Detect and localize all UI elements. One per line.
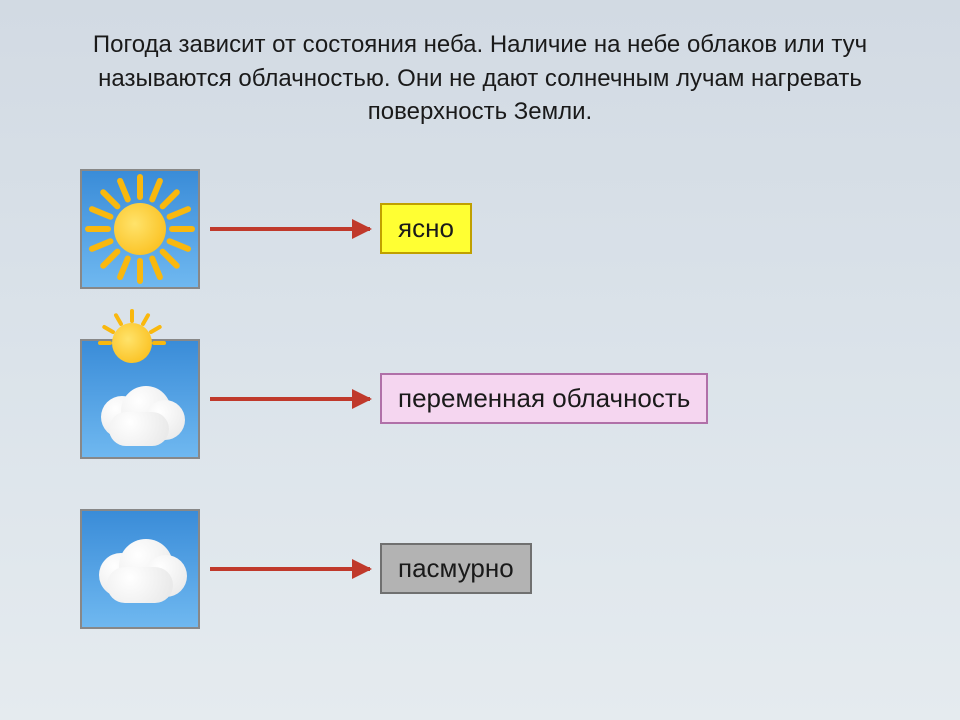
arrow-icon [210, 227, 370, 231]
description-text: Погода зависит от состояния неба. Наличи… [0, 0, 960, 139]
arrow-icon [210, 397, 370, 401]
label-partly-cloudy: переменная облачность [380, 373, 708, 424]
sun-cloud-icon [80, 339, 200, 459]
row-clear: ясно [80, 159, 960, 299]
sun-body [114, 203, 166, 255]
cloud-shape [95, 541, 185, 596]
sun-icon [80, 169, 200, 289]
row-overcast: пасмурно [80, 499, 960, 639]
cloud-shape [95, 386, 185, 441]
cloud-icon [80, 509, 200, 629]
arrow-icon [210, 567, 370, 571]
weather-rows: ясно переменная облачность [0, 159, 960, 639]
row-partly-cloudy: переменная облачность [80, 329, 960, 469]
sun-small [112, 323, 152, 363]
label-overcast: пасмурно [380, 543, 532, 594]
label-clear: ясно [380, 203, 472, 254]
